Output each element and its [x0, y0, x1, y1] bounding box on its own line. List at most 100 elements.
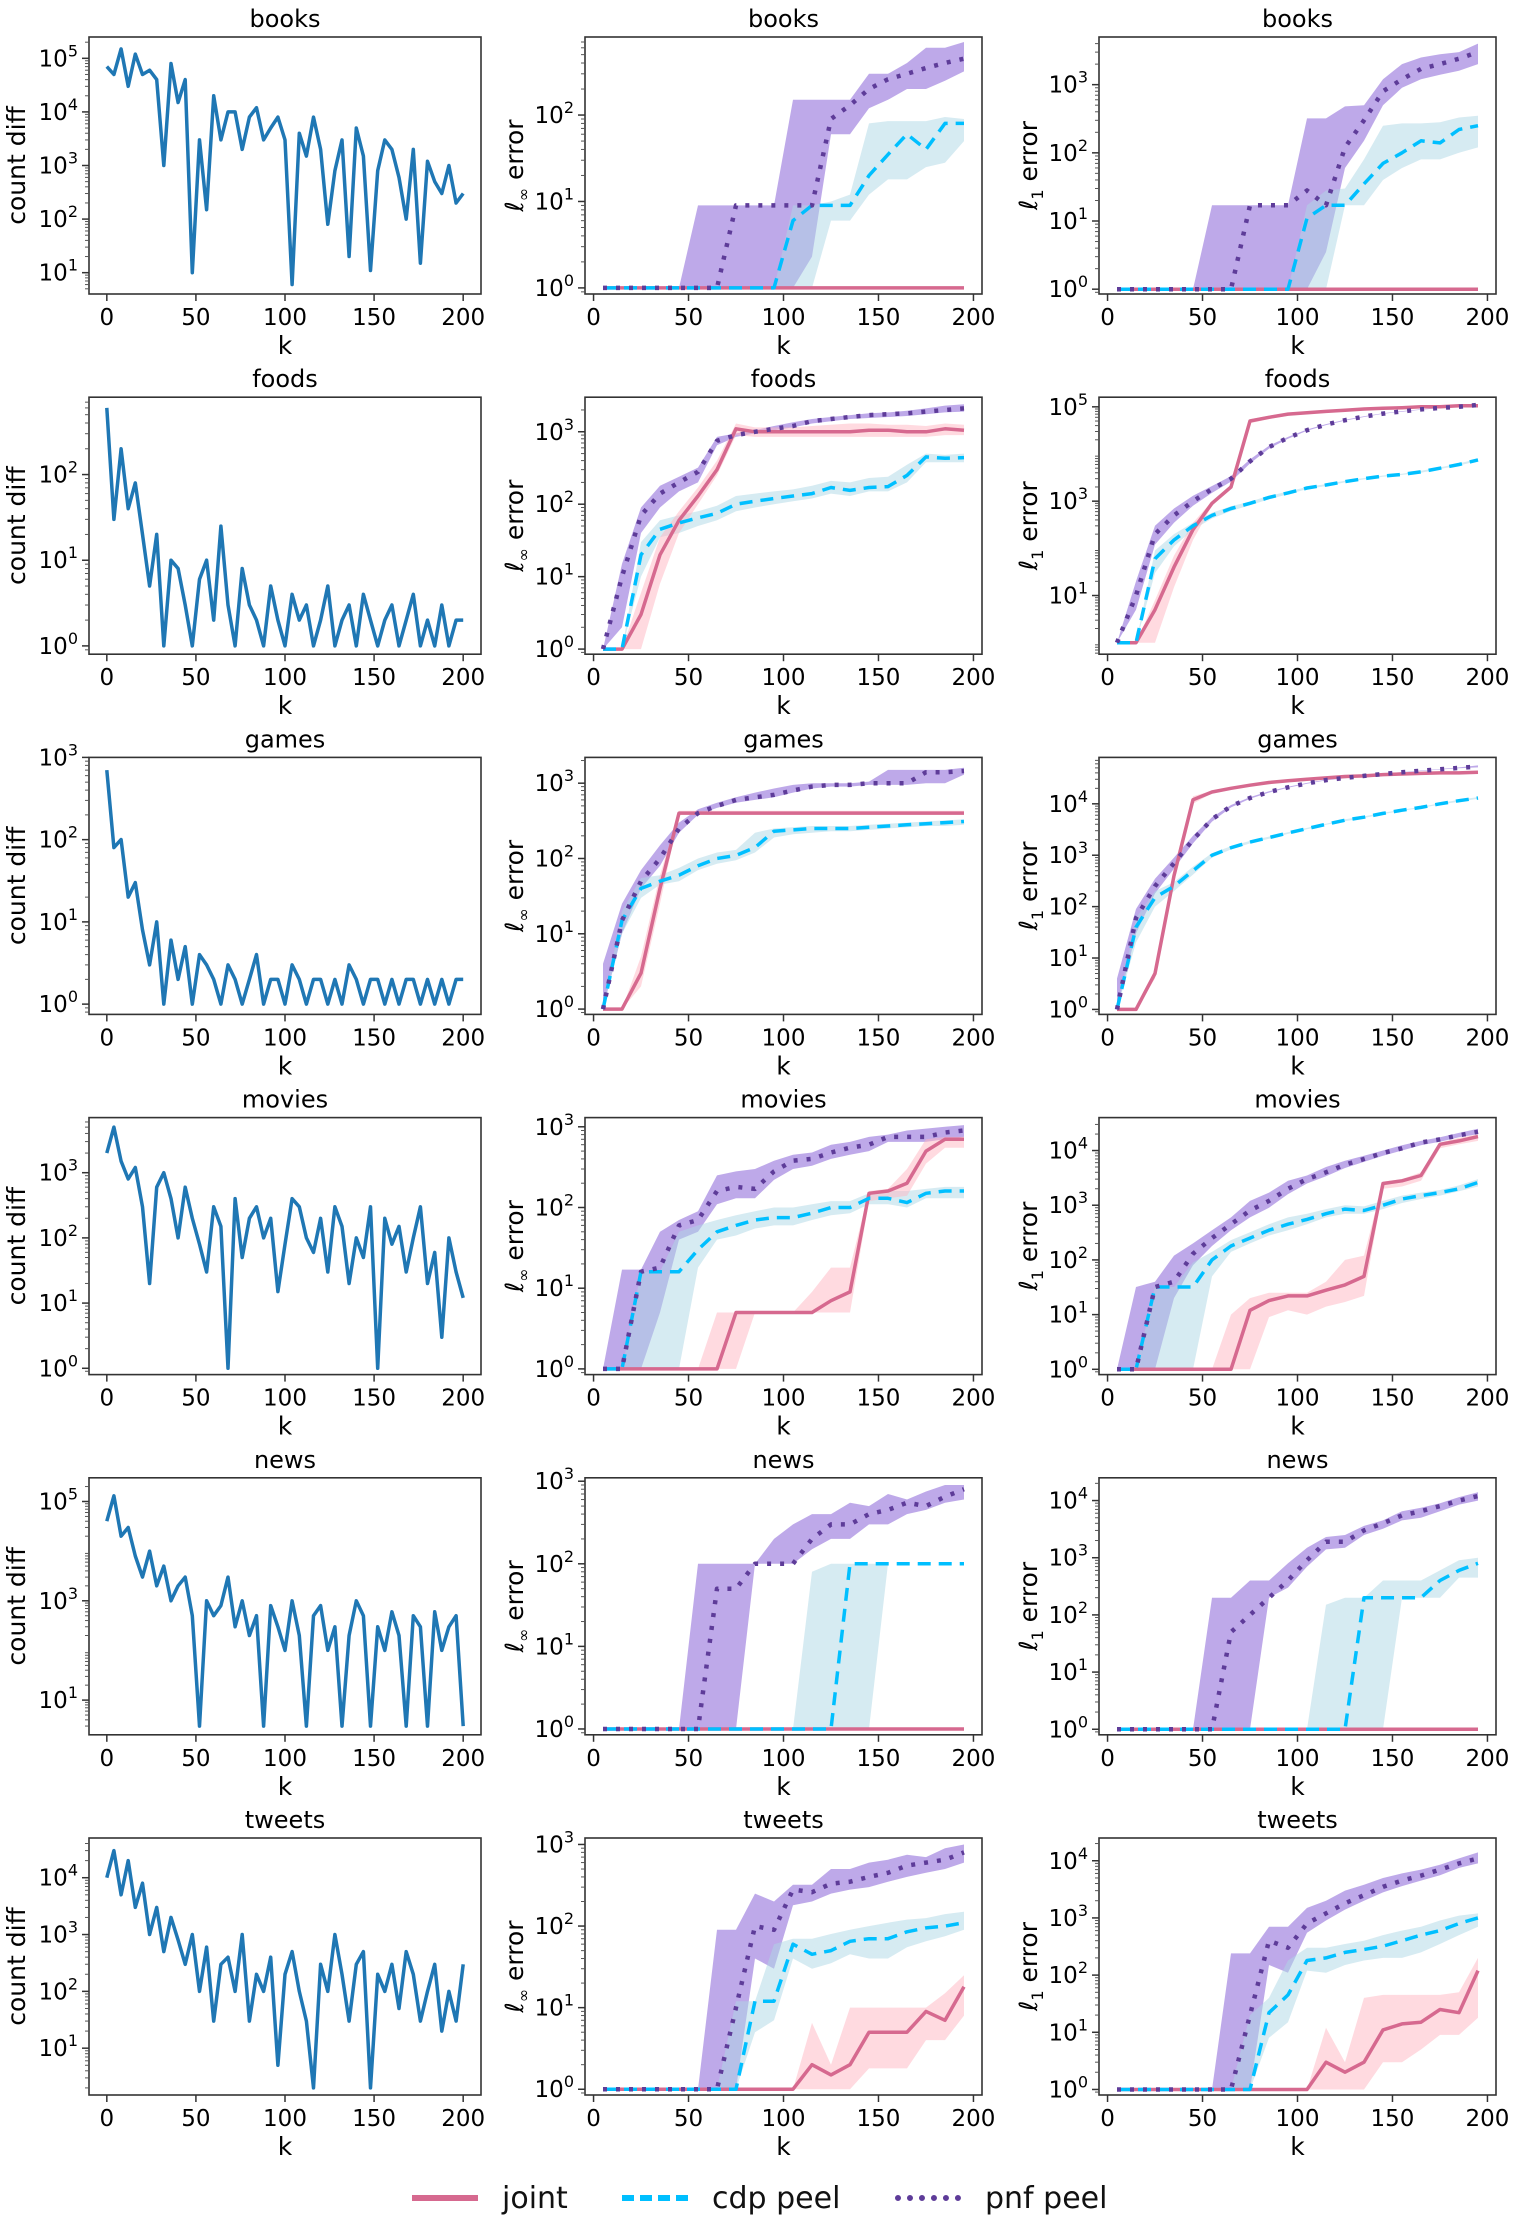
y-axis-label: ℓ1 error [1014, 1561, 1047, 1652]
y-tick-label: 104 [39, 1861, 78, 1892]
x-tick-label: 100 [263, 1746, 307, 1772]
x-tick-label: 200 [441, 1746, 485, 1772]
y-axis-label: count diff [2, 105, 31, 224]
x-tick-label: 100 [762, 305, 806, 331]
x-axis-label: k [1290, 691, 1305, 720]
x-tick-label: 100 [263, 2106, 307, 2132]
x-tick-label: 200 [1465, 1025, 1509, 1051]
plot-marks [105, 407, 464, 648]
x-tick-label: 150 [1371, 665, 1415, 691]
plot-marks [603, 1844, 966, 2092]
joint-line [1117, 1134, 1479, 1372]
y-tick-label: 102 [535, 1909, 574, 1940]
y-tick-label: 101 [39, 905, 78, 936]
x-tick-label: 100 [1276, 1386, 1320, 1412]
x-tick-label: 150 [352, 305, 396, 331]
y-tick-label: 101 [39, 543, 78, 574]
x-tick-label: 0 [1100, 665, 1115, 691]
x-tick-label: 0 [1100, 1386, 1115, 1412]
y-axis-label: ℓ∞ error [500, 119, 533, 213]
x-axis-label: k [278, 1772, 293, 1801]
y-tick-label: 105 [39, 1484, 78, 1515]
y-tick-label: 102 [1049, 1958, 1088, 1989]
x-tick-label: 0 [99, 1746, 114, 1772]
x-tick-label: 50 [181, 1386, 210, 1412]
plot-marks [1117, 43, 1479, 292]
y-tick-label: 104 [1049, 1484, 1088, 1515]
x-axis-label: k [1290, 1051, 1305, 1080]
y-tick-label: 101 [1049, 941, 1088, 972]
y-tick-label: 104 [1049, 787, 1088, 818]
x-tick-label: 150 [352, 1746, 396, 1772]
joint-line [1117, 404, 1478, 645]
x-tick-label: 50 [674, 1386, 703, 1412]
y-tick-label: 103 [535, 766, 574, 797]
x-tick-label: 50 [674, 1025, 703, 1051]
y-tick-label: 102 [1049, 890, 1088, 921]
x-tick-label: 100 [263, 665, 307, 691]
x-tick-label: 0 [99, 1386, 114, 1412]
subplot-title: foods [252, 365, 318, 393]
cdp-peel-band [603, 117, 964, 288]
subplot-news-l1-error: 0 50 100 150 200 100 101 102 103 104 news k ℓ1 error [1014, 1446, 1509, 1801]
y-tick-label: 100 [535, 1712, 574, 1743]
subplot-title: news [1266, 1446, 1328, 1474]
subplot-movies-linf-error: 0 50 100 150 200 100 101 102 103 movies k ℓ∞ error [500, 1086, 995, 1441]
x-tick-label: 100 [263, 1386, 307, 1412]
subplot-title: books [1262, 5, 1333, 33]
x-axis-label: k [278, 2132, 293, 2161]
plot-marks [1114, 402, 1479, 645]
x-tick-label: 100 [762, 1746, 806, 1772]
y-tick-label: 101 [1049, 204, 1088, 235]
y-tick-label: 100 [535, 2072, 574, 2103]
plot-marks [105, 1125, 465, 1371]
y-tick-label: 104 [1049, 1844, 1088, 1875]
x-tick-label: 50 [1188, 2106, 1217, 2132]
x-axis-label: k [776, 331, 791, 360]
x-tick-label: 150 [352, 1386, 396, 1412]
subplot-tweets-count-diff: 0 50 100 150 200 101 102 103 104 tweets k count dif… [2, 1806, 485, 2161]
subplot-foods-l1-error: 0 50 100 150 200 101 103 105 foods k ℓ1 error [1014, 365, 1509, 720]
subplot-foods-count-diff: 0 50 100 150 200 100 101 102 foods k count diff [2, 365, 485, 720]
y-tick-label: 100 [1049, 1352, 1088, 1383]
y-tick-label: 104 [1049, 1134, 1088, 1165]
cdp-peel-band [1117, 1913, 1478, 2090]
x-tick-label: 0 [99, 665, 114, 691]
cdp-peel-line [1115, 796, 1479, 1010]
x-axis-label: k [278, 331, 293, 360]
y-tick-label: 103 [1049, 1188, 1088, 1219]
subplot-title: movies [242, 1086, 328, 1114]
x-axis-label: k [776, 1051, 791, 1080]
x-tick-label: 150 [1371, 1025, 1415, 1051]
count-diff-line [105, 407, 464, 648]
pnf-peel-line [600, 406, 965, 650]
subplot-title: movies [740, 1086, 826, 1114]
subplot-title: books [748, 5, 819, 33]
y-axis-label: ℓ1 error [1014, 1201, 1047, 1292]
x-tick-label: 50 [181, 665, 210, 691]
x-tick-label: 100 [263, 305, 307, 331]
y-axis-label: ℓ∞ error [500, 1560, 533, 1654]
y-tick-label: 100 [535, 271, 574, 302]
subplot-title: tweets [1257, 1806, 1337, 1834]
y-tick-label: 100 [1049, 272, 1088, 303]
cdp-peel-band [603, 1911, 964, 2090]
subplot-title: movies [1254, 1086, 1340, 1114]
y-tick-label: 100 [535, 632, 574, 663]
legend-label: joint [502, 2180, 568, 2216]
x-tick-label: 100 [762, 1386, 806, 1412]
x-axis-label: k [278, 691, 293, 720]
x-axis-label: k [776, 1412, 791, 1441]
plot-marks [603, 1125, 965, 1372]
y-tick-label: 101 [1049, 1655, 1088, 1686]
subplot-title: games [245, 725, 326, 753]
y-tick-label: 100 [535, 992, 574, 1023]
y-tick-label: 101 [1049, 579, 1088, 610]
joint-line [603, 427, 965, 651]
subplot-title: tweets [245, 1806, 325, 1834]
plot-area [585, 1477, 982, 1735]
plot-marks [105, 1848, 465, 2090]
legend: joint cdp peel pnf peel [0, 2176, 1516, 2220]
x-axis-label: k [776, 1772, 791, 1801]
cdp-peel-band [603, 1186, 964, 1369]
